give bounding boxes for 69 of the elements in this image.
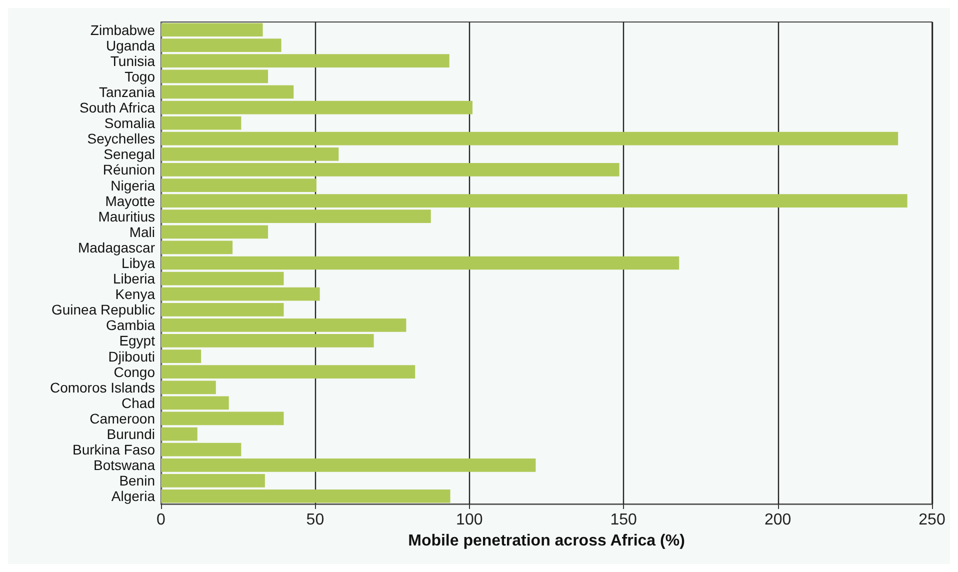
- bar: [161, 147, 339, 161]
- x-tick-label: 100: [456, 512, 483, 528]
- y-tick-label: Comoros Islands: [50, 379, 155, 396]
- y-tick-label: Uganda: [106, 37, 156, 54]
- bar: [161, 334, 374, 348]
- y-tick-label: Mali: [129, 224, 155, 240]
- x-tick-label: 200: [764, 512, 792, 528]
- x-axis-title: Mobile penetration across Africa (%): [408, 532, 685, 550]
- x-tick-label: 0: [156, 512, 166, 528]
- y-tick-label: Zimbabwe: [90, 22, 156, 38]
- y-tick-label: Djibouti: [108, 348, 155, 364]
- bar: [161, 132, 898, 146]
- bar: [161, 302, 284, 316]
- y-tick-label: Nigeria: [110, 177, 156, 194]
- y-tick-label: Algeria: [111, 488, 156, 504]
- bar: [161, 163, 620, 176]
- y-tick-label: Botswana: [94, 457, 156, 474]
- bar: [161, 210, 431, 224]
- y-tick-label: Chad: [122, 394, 155, 411]
- bar: [161, 490, 450, 503]
- bar: [161, 240, 233, 254]
- y-tick-label: Burundi: [106, 426, 155, 442]
- bar: [161, 365, 416, 379]
- y-tick-label: South Africa: [80, 100, 156, 116]
- bar: [161, 318, 406, 332]
- bar: [161, 23, 263, 36]
- x-tick-label: 50: [306, 512, 324, 528]
- bar: [161, 412, 284, 426]
- bar: [161, 427, 198, 441]
- bar: [161, 287, 320, 301]
- bar: [161, 38, 282, 52]
- y-tick-label: Seychelles: [87, 130, 155, 147]
- y-tick-label: Cameroon: [90, 410, 155, 426]
- y-tick-label: Gambia: [106, 317, 156, 334]
- bar: [161, 380, 216, 394]
- y-tick-label: Somalia: [104, 115, 156, 132]
- bar: [161, 70, 268, 84]
- x-tick-label: 150: [610, 512, 638, 528]
- y-tick-label: Réunion: [102, 162, 155, 178]
- bar: [161, 458, 536, 472]
- y-tick-label: Guinea Republic: [51, 302, 155, 318]
- y-tick-label: Togo: [124, 68, 156, 84]
- y-tick-label: Egypt: [119, 332, 156, 349]
- y-tick-label: Tunisia: [110, 52, 156, 69]
- y-tick-label: Tanzania: [98, 84, 156, 100]
- y-tick-label: Mayotte: [105, 192, 156, 209]
- y-tick-label: Madagascar: [78, 239, 156, 256]
- bar: [161, 350, 202, 363]
- bar: [161, 54, 450, 68]
- bar: [161, 256, 680, 270]
- bar: [161, 442, 242, 456]
- y-tick-label: Kenya: [115, 286, 156, 302]
- bar: [161, 474, 265, 488]
- y-tick-label: Congo: [114, 364, 156, 380]
- bar: [161, 225, 268, 239]
- y-tick-label: Benin: [119, 472, 155, 489]
- y-tick-label: Liberia: [112, 270, 156, 287]
- bar: [161, 100, 472, 114]
- y-tick-label: Senegal: [104, 146, 155, 162]
- bar: [161, 85, 294, 99]
- bar: [161, 194, 908, 208]
- y-tick-label: Burkina Faso: [72, 442, 156, 458]
- bar: [161, 396, 229, 410]
- bar: [161, 116, 242, 130]
- x-tick-label: 250: [918, 512, 946, 528]
- bar: [161, 178, 316, 192]
- bar: [161, 272, 284, 286]
- y-tick-label: Mauritius: [98, 208, 155, 224]
- y-tick-label: Libya: [122, 255, 156, 271]
